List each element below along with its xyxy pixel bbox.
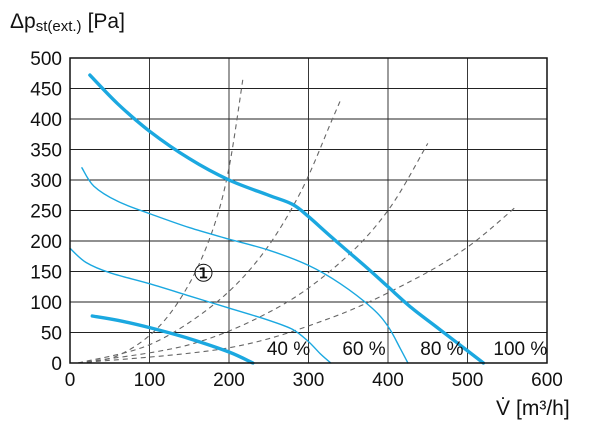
system-curve-dashed (77, 143, 429, 364)
x-tick-label: 200 (213, 370, 245, 391)
y-axis-title: Δpst(ext.) [Pa] (10, 10, 125, 35)
curve-marker-label: ① (193, 261, 215, 288)
curve-percent-label: 100 % (493, 339, 547, 360)
plot-frame (69, 57, 548, 364)
y-tick-label: 500 (30, 49, 62, 70)
fan-curve-40pct (90, 314, 255, 365)
curve-percent-label: 40 % (267, 339, 310, 360)
system-curve-dashed (77, 206, 516, 364)
y-tick-label: 0 (51, 354, 62, 375)
x-axis-title-main: V̇ (496, 397, 510, 420)
x-tick-label: 600 (531, 370, 563, 391)
y-tick-label: 150 (30, 263, 62, 284)
y-axis-title-unit: [Pa] (88, 10, 125, 33)
y-tick-labels: 0 50 100 150 200 250 300 350 400 450 500 (30, 49, 62, 375)
fan-curve-100pct (88, 73, 486, 365)
system-curve-dashed (77, 76, 244, 364)
curve-percent-label: 60 % (342, 339, 385, 360)
x-tick-label: 300 (293, 370, 325, 391)
system-curves (77, 76, 516, 364)
y-tick-label: 300 (30, 171, 62, 192)
fan-curves (69, 73, 486, 365)
system-curve-dashed (77, 100, 341, 364)
y-tick-label: 100 (30, 293, 62, 314)
x-axis-title-unit: [m³/h] (516, 397, 570, 420)
y-tick-label: 450 (30, 80, 62, 101)
x-tick-label: 100 (134, 370, 166, 391)
fan-curve-80pct (81, 167, 409, 364)
x-tick-label: 400 (372, 370, 404, 391)
curve-percent-label: 80 % (420, 339, 463, 360)
y-tick-label: 350 (30, 141, 62, 162)
fan-curve-60pct (69, 247, 332, 364)
y-axis-title-sub: st(ext.) (36, 18, 82, 35)
svg-text:V̇[m³/h]: V̇ [m³/h] (496, 397, 570, 420)
x-tick-label: 0 (65, 370, 76, 391)
annotations: 40 % 60 % 80 % 100 % ① (193, 261, 548, 361)
x-tick-label: 500 (452, 370, 484, 391)
y-tick-label: 400 (30, 110, 62, 131)
svg-text:Δpst(ext.)[Pa]: Δpst(ext.) [Pa] (10, 10, 125, 35)
x-axis-title: V̇ [m³/h] (496, 397, 570, 420)
y-tick-label: 200 (30, 232, 62, 253)
x-tick-labels: 0 100 200 300 400 500 600 (65, 370, 563, 391)
y-tick-label: 250 (30, 202, 62, 223)
y-tick-label: 50 (41, 324, 62, 345)
y-axis-title-main: Δp (10, 10, 36, 33)
